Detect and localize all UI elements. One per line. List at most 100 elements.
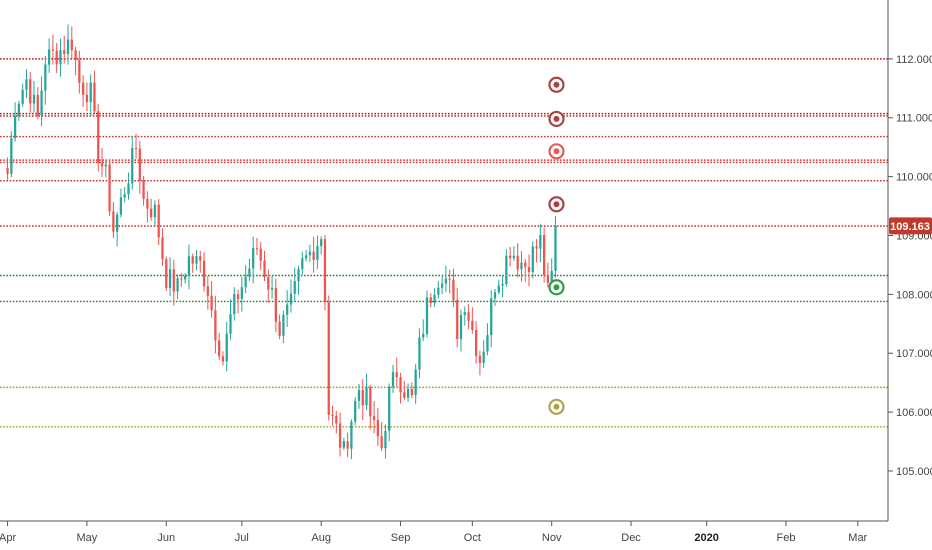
- candle-body: [218, 340, 221, 357]
- candle-body: [229, 314, 232, 334]
- candle-body: [282, 314, 285, 336]
- time-axis[interactable]: Apr May Jun Jul Aug Sep Oct Nov Dec 2020 Feb Mar: [0, 521, 868, 544]
- last-price-label: 109.163: [889, 217, 932, 235]
- candle-body: [131, 148, 134, 184]
- candle-body: [463, 312, 466, 316]
- candle-body: [116, 214, 119, 232]
- candle-body: [21, 89, 24, 104]
- candle-body: [478, 355, 482, 363]
- last-price-text: 109.163: [890, 221, 930, 233]
- candle-body: [274, 287, 277, 322]
- candle-body: [308, 251, 311, 256]
- candle-body: [236, 294, 240, 299]
- candle-body: [81, 82, 85, 95]
- candle-body: [361, 390, 364, 406]
- candle-body: [354, 400, 357, 422]
- candle-body: [304, 255, 308, 259]
- candle-body: [63, 50, 66, 55]
- candle-body: [414, 369, 417, 396]
- marker-dot-4: [553, 284, 560, 291]
- candle-body: [184, 275, 187, 280]
- candle-body: [452, 279, 455, 300]
- candle-body: [323, 239, 327, 302]
- candle-body: [543, 235, 546, 276]
- candle-body: [297, 269, 300, 282]
- candle-body: [146, 198, 149, 209]
- x-tick-label: Sep: [391, 532, 411, 544]
- candle-body: [123, 194, 126, 198]
- candle-body: [395, 372, 398, 378]
- candle-body: [440, 283, 444, 288]
- candle-body: [25, 79, 28, 90]
- x-tick-label: Mar: [848, 532, 867, 544]
- candle-body: [531, 246, 534, 273]
- candle-body: [108, 164, 111, 212]
- candle-body: [437, 287, 440, 295]
- candle-body: [199, 256, 202, 261]
- candle-body: [32, 94, 36, 104]
- candle-body: [270, 287, 274, 290]
- candle-body: [93, 82, 96, 112]
- candle-body: [410, 388, 414, 396]
- candle-body: [467, 312, 470, 321]
- y-tick-label: 106.000: [896, 407, 932, 419]
- candle-body: [335, 415, 338, 424]
- candle-body: [350, 421, 353, 449]
- marker-dot-3: [553, 201, 560, 208]
- candle-body: [195, 256, 198, 264]
- y-tick-label: 108.000: [896, 289, 932, 301]
- candle-body: [331, 414, 334, 416]
- candle-body: [380, 436, 383, 449]
- candle-body: [119, 197, 123, 215]
- candle-body: [44, 64, 47, 91]
- candle-body: [55, 50, 58, 65]
- candle-body: [252, 248, 255, 269]
- candle-body: [89, 82, 92, 103]
- x-tick-label: 2020: [694, 532, 718, 544]
- candle-body: [372, 416, 376, 420]
- candle-body: [157, 204, 160, 238]
- y-tick-label: 105.000: [896, 466, 932, 478]
- x-tick-label: May: [77, 532, 98, 544]
- candle-body: [78, 60, 81, 83]
- candle-body: [512, 255, 516, 259]
- y-tick-label: 110.000: [896, 172, 932, 184]
- candle-body: [206, 286, 209, 296]
- candle-body: [10, 138, 13, 174]
- candle-body: [422, 333, 425, 338]
- candle-body: [29, 79, 32, 104]
- candle-body: [187, 256, 191, 276]
- candle-body: [338, 423, 342, 448]
- candle-body: [259, 248, 262, 261]
- candle-body: [312, 251, 315, 260]
- candle-body: [172, 269, 175, 292]
- candle-body: [214, 310, 217, 341]
- candle-body: [448, 278, 451, 280]
- candle-body: [357, 390, 361, 401]
- candle-body: [97, 111, 100, 164]
- last-price-box: [889, 217, 932, 235]
- marker-dot-1: [553, 115, 560, 122]
- candle-body: [459, 315, 463, 340]
- candle-body: [365, 387, 368, 406]
- candle-body: [346, 441, 349, 449]
- candle-body: [433, 294, 436, 304]
- candle-body: [255, 248, 259, 250]
- y-tick-label: 112.000: [896, 54, 932, 66]
- candle-body: [225, 333, 228, 362]
- candle-body: [399, 377, 402, 393]
- candle-body: [112, 211, 115, 232]
- candle-body: [70, 39, 73, 51]
- candle-body: [456, 299, 459, 340]
- candle-body: [501, 284, 504, 286]
- candle-body: [202, 260, 206, 287]
- y-tick-label: 111.000: [896, 113, 932, 125]
- candle-body: [388, 386, 391, 431]
- candle-body: [134, 148, 138, 150]
- candle-body: [482, 351, 485, 363]
- candles: [6, 24, 557, 460]
- candle-body: [221, 356, 225, 362]
- x-tick-label: Jul: [235, 532, 249, 544]
